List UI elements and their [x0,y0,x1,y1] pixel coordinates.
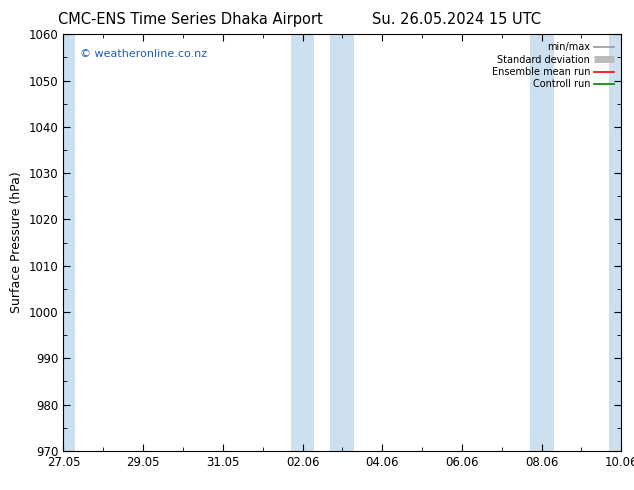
Legend: min/max, Standard deviation, Ensemble mean run, Controll run: min/max, Standard deviation, Ensemble me… [489,39,616,92]
Bar [63,34,75,451]
Y-axis label: Surface Pressure (hPa): Surface Pressure (hPa) [10,172,23,314]
Text: CMC-ENS Time Series Dhaka Airport: CMC-ENS Time Series Dhaka Airport [58,12,323,27]
Bar [529,34,553,451]
Bar [330,34,354,451]
Text: Su. 26.05.2024 15 UTC: Su. 26.05.2024 15 UTC [372,12,541,27]
Text: © weatheronline.co.nz: © weatheronline.co.nz [80,49,207,59]
Bar [609,34,621,451]
Bar [290,34,314,451]
